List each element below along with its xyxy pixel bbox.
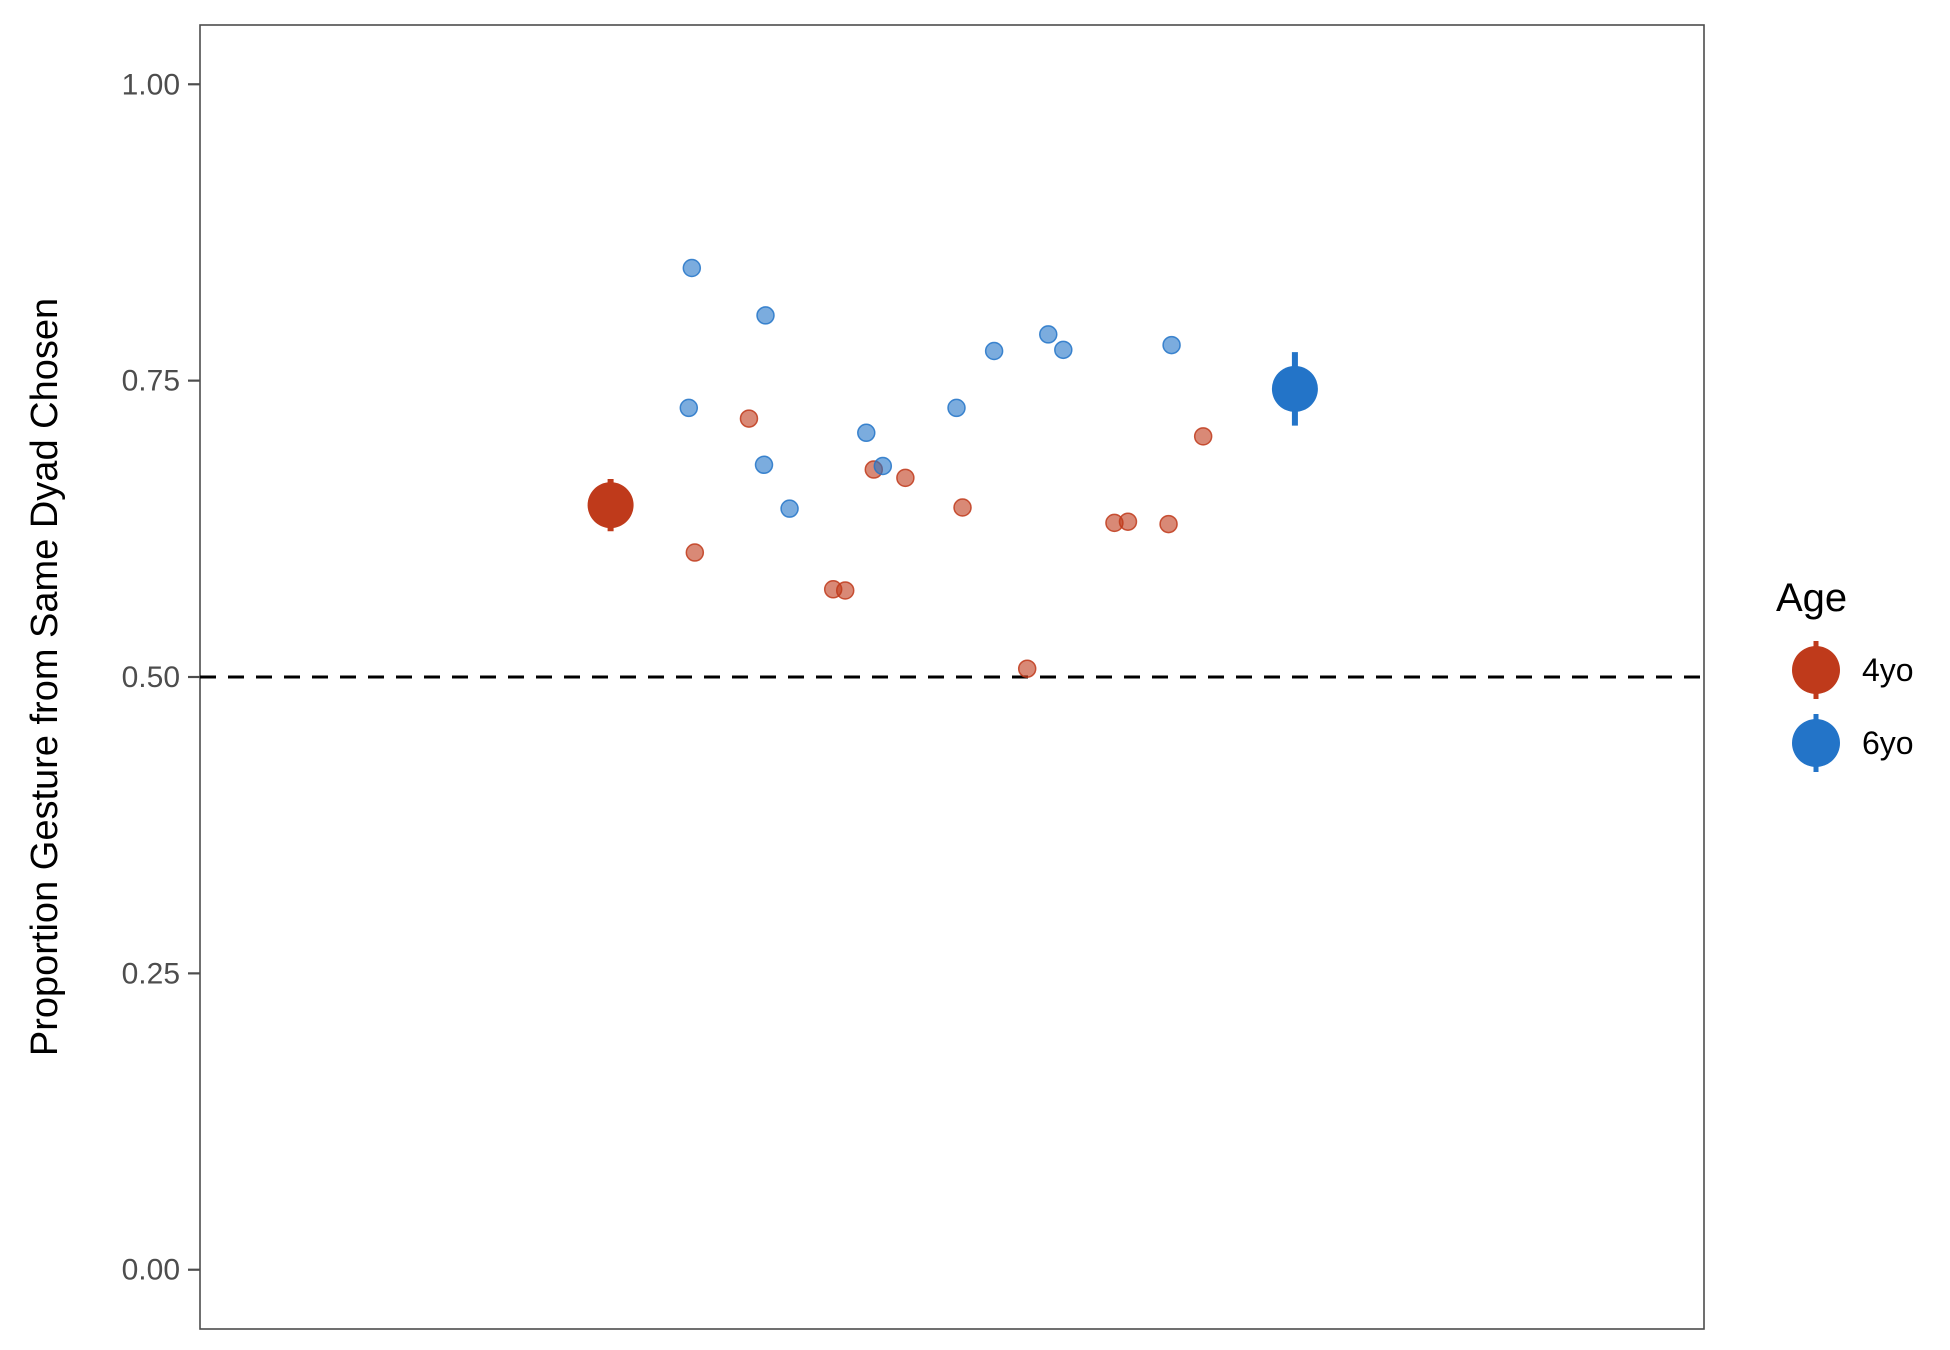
plot-area: 0.00 0.25 0.50 0.75 1.00 <box>122 24 1705 1330</box>
legend-key-6yo <box>1792 719 1840 767</box>
legend-label-6yo: 6yo <box>1862 725 1914 761</box>
points-layer <box>679 258 1213 678</box>
data-point-4yo <box>1017 659 1037 678</box>
legend-items: 4yo 6yo <box>1792 641 1914 772</box>
data-point-6yo <box>857 423 876 443</box>
mean-point-4yo <box>587 482 634 529</box>
y-tick-label: 0.00 <box>122 1254 180 1287</box>
data-point-4yo <box>835 581 855 600</box>
plot-panel-border <box>199 24 1705 1330</box>
data-point-6yo <box>780 499 799 518</box>
data-point-4yo <box>739 409 759 428</box>
data-point-4yo <box>685 543 705 562</box>
y-axis: 0.00 0.25 0.50 0.75 1.00 <box>122 68 200 1287</box>
data-point-6yo <box>754 455 774 475</box>
y-axis-title: Proportion Gesture from Same Dyad Chosen <box>24 298 66 1056</box>
data-point-6yo <box>1054 340 1073 360</box>
data-point-6yo <box>984 341 1004 361</box>
data-point-4yo <box>1193 427 1213 446</box>
data-point-6yo <box>1162 335 1181 355</box>
data-point-6yo <box>1039 325 1058 344</box>
y-tick-label: 0.75 <box>122 365 180 398</box>
data-point-6yo <box>756 306 775 325</box>
y-tick-label: 0.25 <box>122 957 180 990</box>
data-point-6yo <box>873 456 893 476</box>
data-point-4yo <box>896 468 915 488</box>
data-point-4yo <box>1118 512 1138 531</box>
data-point-4yo <box>1159 514 1178 534</box>
data-point-6yo <box>682 258 702 278</box>
legend-key-4yo <box>1792 646 1840 694</box>
data-point-4yo <box>953 498 972 517</box>
legend-label-4yo: 4yo <box>1862 652 1914 688</box>
y-tick-label: 0.50 <box>122 661 180 694</box>
data-point-6yo <box>679 398 699 418</box>
legend: Age 4yo 6yo <box>1776 576 1914 772</box>
mean-point-6yo <box>1271 365 1318 412</box>
legend-title: Age <box>1776 576 1847 620</box>
data-point-6yo <box>947 398 966 418</box>
y-tick-label: 1.00 <box>122 68 180 101</box>
means-layer <box>587 352 1318 532</box>
